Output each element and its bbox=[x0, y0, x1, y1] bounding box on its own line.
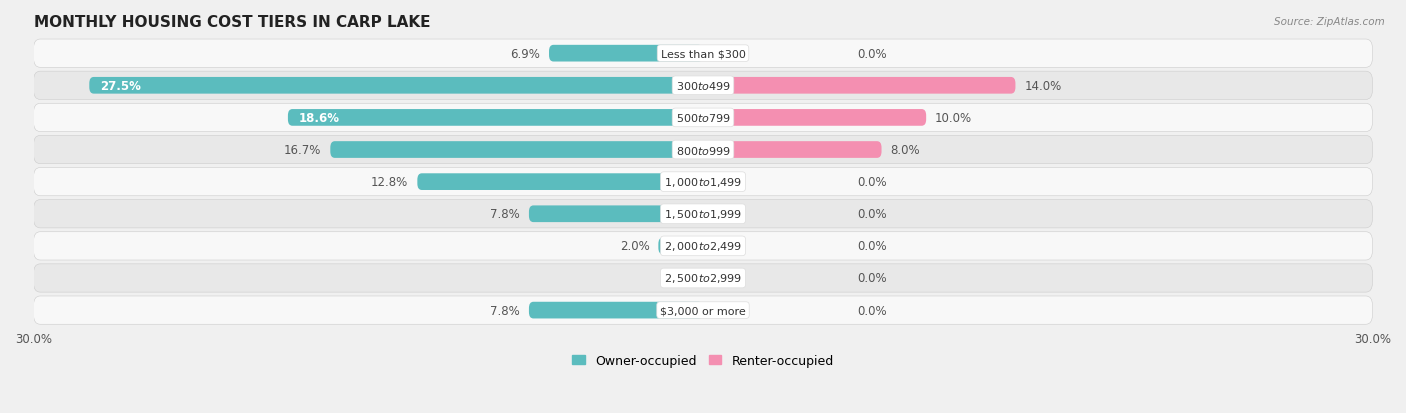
Legend: Owner-occupied, Renter-occupied: Owner-occupied, Renter-occupied bbox=[568, 349, 838, 372]
Text: 2.0%: 2.0% bbox=[620, 240, 650, 253]
Text: 0.0%: 0.0% bbox=[858, 208, 887, 221]
Text: 0.0%: 0.0% bbox=[858, 240, 887, 253]
Text: 0.0%: 0.0% bbox=[858, 272, 887, 285]
FancyBboxPatch shape bbox=[34, 72, 1372, 100]
FancyBboxPatch shape bbox=[34, 200, 1372, 228]
Text: Less than $300: Less than $300 bbox=[661, 49, 745, 59]
Text: 0.0%: 0.0% bbox=[858, 47, 887, 61]
Text: $800 to $999: $800 to $999 bbox=[675, 144, 731, 156]
FancyBboxPatch shape bbox=[90, 78, 703, 95]
Text: 12.8%: 12.8% bbox=[371, 176, 408, 189]
FancyBboxPatch shape bbox=[703, 110, 927, 126]
FancyBboxPatch shape bbox=[418, 174, 703, 190]
FancyBboxPatch shape bbox=[34, 40, 1372, 68]
FancyBboxPatch shape bbox=[330, 142, 703, 159]
Text: $500 to $799: $500 to $799 bbox=[675, 112, 731, 124]
Text: 0.0%: 0.0% bbox=[858, 176, 887, 189]
Text: 10.0%: 10.0% bbox=[935, 112, 972, 125]
Text: 16.7%: 16.7% bbox=[284, 144, 322, 157]
Text: 7.8%: 7.8% bbox=[491, 304, 520, 317]
FancyBboxPatch shape bbox=[34, 168, 1372, 196]
Text: 6.9%: 6.9% bbox=[510, 47, 540, 61]
FancyBboxPatch shape bbox=[34, 264, 1372, 292]
FancyBboxPatch shape bbox=[529, 302, 703, 319]
FancyBboxPatch shape bbox=[703, 78, 1015, 95]
FancyBboxPatch shape bbox=[529, 206, 703, 223]
Text: 27.5%: 27.5% bbox=[100, 80, 142, 93]
FancyBboxPatch shape bbox=[34, 232, 1372, 260]
Text: $300 to $499: $300 to $499 bbox=[675, 80, 731, 92]
Text: MONTHLY HOUSING COST TIERS IN CARP LAKE: MONTHLY HOUSING COST TIERS IN CARP LAKE bbox=[34, 15, 430, 30]
FancyBboxPatch shape bbox=[288, 110, 703, 126]
FancyBboxPatch shape bbox=[658, 238, 703, 254]
FancyBboxPatch shape bbox=[548, 46, 703, 62]
Text: $2,500 to $2,999: $2,500 to $2,999 bbox=[664, 272, 742, 285]
Text: $2,000 to $2,499: $2,000 to $2,499 bbox=[664, 240, 742, 253]
Text: 0.0%: 0.0% bbox=[858, 304, 887, 317]
Text: 14.0%: 14.0% bbox=[1025, 80, 1062, 93]
Text: $1,000 to $1,499: $1,000 to $1,499 bbox=[664, 176, 742, 189]
Text: 8.0%: 8.0% bbox=[890, 144, 920, 157]
FancyBboxPatch shape bbox=[34, 104, 1372, 132]
FancyBboxPatch shape bbox=[703, 142, 882, 159]
Text: 18.6%: 18.6% bbox=[299, 112, 340, 125]
Text: $3,000 or more: $3,000 or more bbox=[661, 305, 745, 316]
FancyBboxPatch shape bbox=[34, 296, 1372, 325]
Text: $1,500 to $1,999: $1,500 to $1,999 bbox=[664, 208, 742, 221]
FancyBboxPatch shape bbox=[34, 136, 1372, 164]
Text: Source: ZipAtlas.com: Source: ZipAtlas.com bbox=[1274, 17, 1385, 26]
Text: 7.8%: 7.8% bbox=[491, 208, 520, 221]
